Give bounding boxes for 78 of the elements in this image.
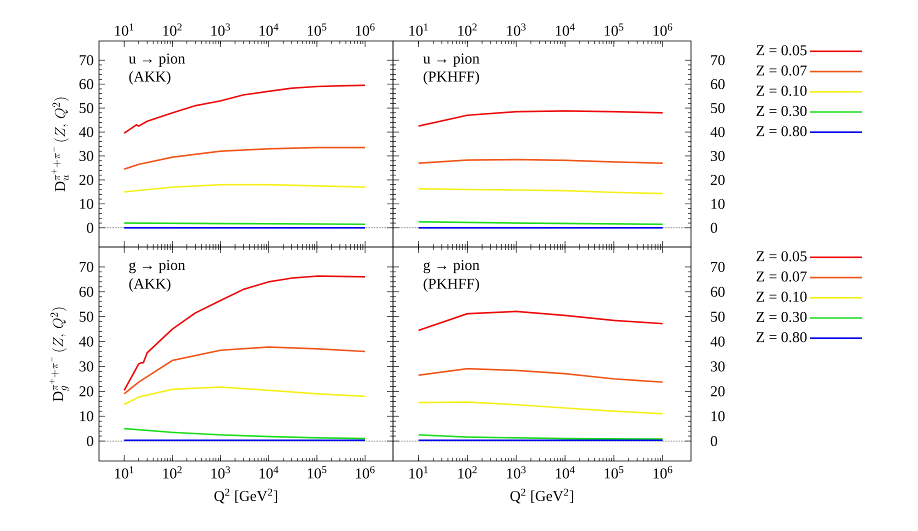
x-tick-label: 10$^{6}$: [356, 466, 375, 479]
x-tick-label: 10$^{3}$: [211, 23, 230, 36]
x-tick-label: 10$^{5}$: [308, 466, 326, 478]
y-tick-label: 20: [79, 174, 94, 185]
y-tick-label: 10: [712, 411, 725, 422]
y-tick-label: 50: [80, 103, 94, 114]
y-tick-label: 20: [710, 174, 725, 185]
y-tick-label: 70: [711, 262, 725, 272]
legend-label: Z = 0.30: [756, 312, 807, 322]
y-tick-label: 50: [80, 312, 94, 322]
legend-label: Z = 0.80: [756, 332, 807, 342]
y-axis-title: $\mathrm{D}_{u}^{\pi^{+}+\pi^{-}}\,(Z,\,Q^{2})$: [51, 98, 69, 192]
y-tick-label: 10: [80, 198, 94, 209]
x-tick-label: 10$^{1}$: [115, 466, 134, 478]
y-tick-label: 10: [712, 198, 725, 209]
y-tick-label: 60: [710, 79, 725, 90]
annotation: g → pion: [424, 260, 480, 274]
x-tick-label: 10$^{5}$: [308, 24, 326, 36]
y-tick-label: 30: [80, 150, 94, 162]
legend-label: Z = 0.80: [756, 126, 807, 136]
x-tick-label: 10$^{4}$: [556, 466, 575, 478]
annotation: (AKK): [129, 278, 170, 292]
x-axis-title: Q$^{2}$ [GeV$^{2}$]: [214, 488, 278, 504]
legend-label: Z = 0.05: [756, 251, 807, 262]
annotation: (AKK): [129, 71, 170, 85]
x-tick-label: 10$^{3}$: [211, 466, 230, 479]
y-tick-label: 60: [79, 286, 94, 297]
y-tick-label: 40: [79, 126, 94, 138]
y-tick-label: 40: [79, 336, 94, 347]
y-tick-label: 50: [711, 103, 725, 114]
y-tick-label: 60: [79, 79, 94, 90]
legend-label: Z = 0.05: [756, 45, 807, 56]
x-tick-label: 10$^{6}$: [654, 23, 672, 36]
y-tick-label: 70: [80, 262, 94, 272]
legend-label: Z = 0.10: [756, 292, 807, 302]
x-axis-title: Q$^{2}$ [GeV$^{2}$]: [510, 488, 574, 504]
y-tick-label: 30: [710, 150, 725, 162]
x-tick-label: 10$^{2}$: [163, 466, 182, 479]
y-tick-label: 40: [710, 336, 725, 347]
annotation: (PKHFF): [424, 71, 480, 85]
x-tick-label: 10$^{6}$: [654, 466, 672, 479]
x-tick-label: 10$^{4}$: [260, 24, 278, 36]
y-tick-label: 60: [710, 286, 725, 297]
x-tick-label: 10$^{6}$: [356, 23, 375, 36]
y-tick-label: 30: [80, 361, 94, 372]
x-tick-label: 10$^{1}$: [115, 23, 134, 36]
y-tick-label: 70: [711, 55, 725, 66]
y-tick-label: 70: [80, 55, 94, 66]
x-tick-label: 10$^{3}$: [507, 23, 526, 36]
y-tick-label: 20: [710, 386, 725, 396]
y-tick-label: 40: [710, 126, 725, 138]
x-tick-label: 10$^{2}$: [458, 466, 477, 479]
legend-label: Z = 0.07: [756, 65, 807, 76]
y-axis-title: $\mathrm{D}_{g}^{\pi^{+}+\pi^{-}}\,(Z,\,Q^{2})$: [49, 308, 69, 402]
legend-label: Z = 0.10: [756, 86, 807, 96]
y-tick-label: 20: [79, 386, 94, 396]
legend-label: Z = 0.07: [756, 271, 807, 282]
x-tick-label: 10$^{4}$: [556, 24, 575, 36]
legend-label: Z = 0.30: [756, 106, 807, 116]
y-tick-label: 50: [711, 312, 725, 322]
x-tick-label: 10$^{1}$: [409, 23, 428, 36]
y-tick-label: 10: [80, 411, 94, 422]
x-tick-label: 10$^{2}$: [458, 23, 477, 36]
x-tick-label: 10$^{5}$: [604, 466, 624, 478]
annotation: u → pion: [128, 54, 186, 67]
y-tick-label: 0: [710, 222, 718, 233]
annotation: (PKHFF): [424, 278, 480, 292]
y-tick-label: 30: [710, 361, 725, 372]
x-tick-label: 10$^{1}$: [409, 466, 428, 478]
x-tick-label: 10$^{2}$: [163, 23, 182, 36]
annotation: g → pion: [129, 260, 186, 274]
y-tick-label: 0: [710, 436, 718, 446]
y-tick-label: 0: [86, 222, 94, 233]
x-tick-label: 10$^{4}$: [260, 466, 278, 478]
y-tick-label: 0: [86, 436, 94, 446]
x-tick-label: 10$^{3}$: [507, 466, 526, 479]
annotation: u → pion: [423, 54, 480, 67]
x-tick-label: 10$^{5}$: [604, 24, 624, 36]
